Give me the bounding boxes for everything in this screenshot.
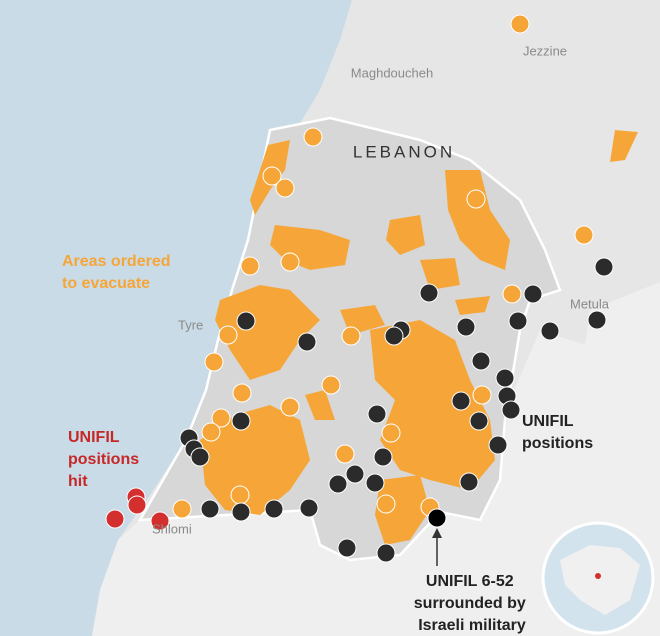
evacuation-areas xyxy=(200,130,638,545)
orange-marker xyxy=(381,423,401,443)
evacuation-area xyxy=(420,258,460,290)
orange-marker xyxy=(502,284,522,304)
place-label: Shlomi xyxy=(152,521,192,536)
unifil-marker xyxy=(451,391,471,411)
unifil-marker xyxy=(376,543,396,563)
evacuation-area xyxy=(386,215,425,255)
orange-marker xyxy=(321,375,341,395)
unifil-6-52-marker xyxy=(427,508,447,528)
orange-marker xyxy=(232,383,252,403)
orange-marker xyxy=(275,178,295,198)
orange-marker xyxy=(303,127,323,147)
unifil-marker xyxy=(469,411,489,431)
unifil-marker xyxy=(231,502,251,522)
orange-marker xyxy=(204,352,224,372)
evacuation-area xyxy=(215,285,320,380)
unifil-marker xyxy=(200,499,220,519)
place-label: Jezzine xyxy=(523,43,567,58)
place-label: Maghdoucheh xyxy=(351,65,433,80)
orange-marker xyxy=(230,485,250,505)
orange-marker xyxy=(335,444,355,464)
orange-marker xyxy=(466,189,486,209)
evacuation-area xyxy=(370,320,495,490)
unifil-marker xyxy=(508,311,528,331)
country-label: LEBANON xyxy=(353,142,455,161)
orange-marker xyxy=(280,252,300,272)
orange-marker xyxy=(218,325,238,345)
orange-marker xyxy=(262,166,282,186)
orange-marker xyxy=(472,385,492,405)
orange-marker xyxy=(376,494,396,514)
orange-marker xyxy=(172,499,192,519)
unifil-marker xyxy=(419,283,439,303)
orange-marker xyxy=(280,397,300,417)
unifil-marker xyxy=(367,404,387,424)
hit-marker xyxy=(105,509,125,529)
unifil-marker xyxy=(384,326,404,346)
place-label: Tyre xyxy=(178,317,203,332)
evacuation-area xyxy=(445,170,510,270)
unifil-marker xyxy=(587,310,607,330)
unifil-marker xyxy=(365,473,385,493)
israel xyxy=(92,282,660,636)
hit-marker xyxy=(150,511,170,531)
unifil-marker xyxy=(495,368,515,388)
place-label: Metula xyxy=(570,296,610,311)
unifil-marker xyxy=(488,435,508,455)
globe-land xyxy=(560,545,640,615)
pointer-arrow xyxy=(432,528,442,538)
unifil-marker xyxy=(540,321,560,341)
evacuation-area xyxy=(200,405,310,515)
unifil-marker xyxy=(373,447,393,467)
unifil-marker xyxy=(471,351,491,371)
unifil-marker xyxy=(328,474,348,494)
orange-marker xyxy=(574,225,594,245)
hit-label: UNIFIL positions hit xyxy=(68,429,144,490)
unifil-marker xyxy=(523,284,543,304)
unifil-marker xyxy=(297,332,317,352)
orange-marker xyxy=(201,422,221,442)
unifil-marker xyxy=(337,538,357,558)
orange-marker xyxy=(240,256,260,276)
markers xyxy=(105,14,614,563)
unifil-marker xyxy=(299,498,319,518)
unifil-marker xyxy=(345,464,365,484)
evacuation-area xyxy=(305,390,335,420)
unifil-marker xyxy=(236,311,256,331)
surrounded-label: UNIFIL 6-52 surrounded by Israeli milita… xyxy=(414,573,530,634)
globe-marker xyxy=(595,573,601,579)
orange-marker xyxy=(211,408,231,428)
unifil-marker xyxy=(264,499,284,519)
evacuation-area xyxy=(375,475,430,545)
evacuation-area xyxy=(610,130,638,162)
unifil-marker xyxy=(459,472,479,492)
unifil-marker xyxy=(594,257,614,277)
unifil-marker xyxy=(190,447,210,467)
positions-label: UNIFIL positions xyxy=(522,413,593,452)
evacuate-label: Areas ordered to evacuate xyxy=(62,253,175,292)
orange-marker xyxy=(510,14,530,34)
unifil-marker xyxy=(231,411,251,431)
unifil-marker xyxy=(456,317,476,337)
unifil-marker xyxy=(501,400,521,420)
evacuation-area xyxy=(455,296,490,315)
hit-marker xyxy=(127,495,147,515)
orange-marker xyxy=(341,326,361,346)
